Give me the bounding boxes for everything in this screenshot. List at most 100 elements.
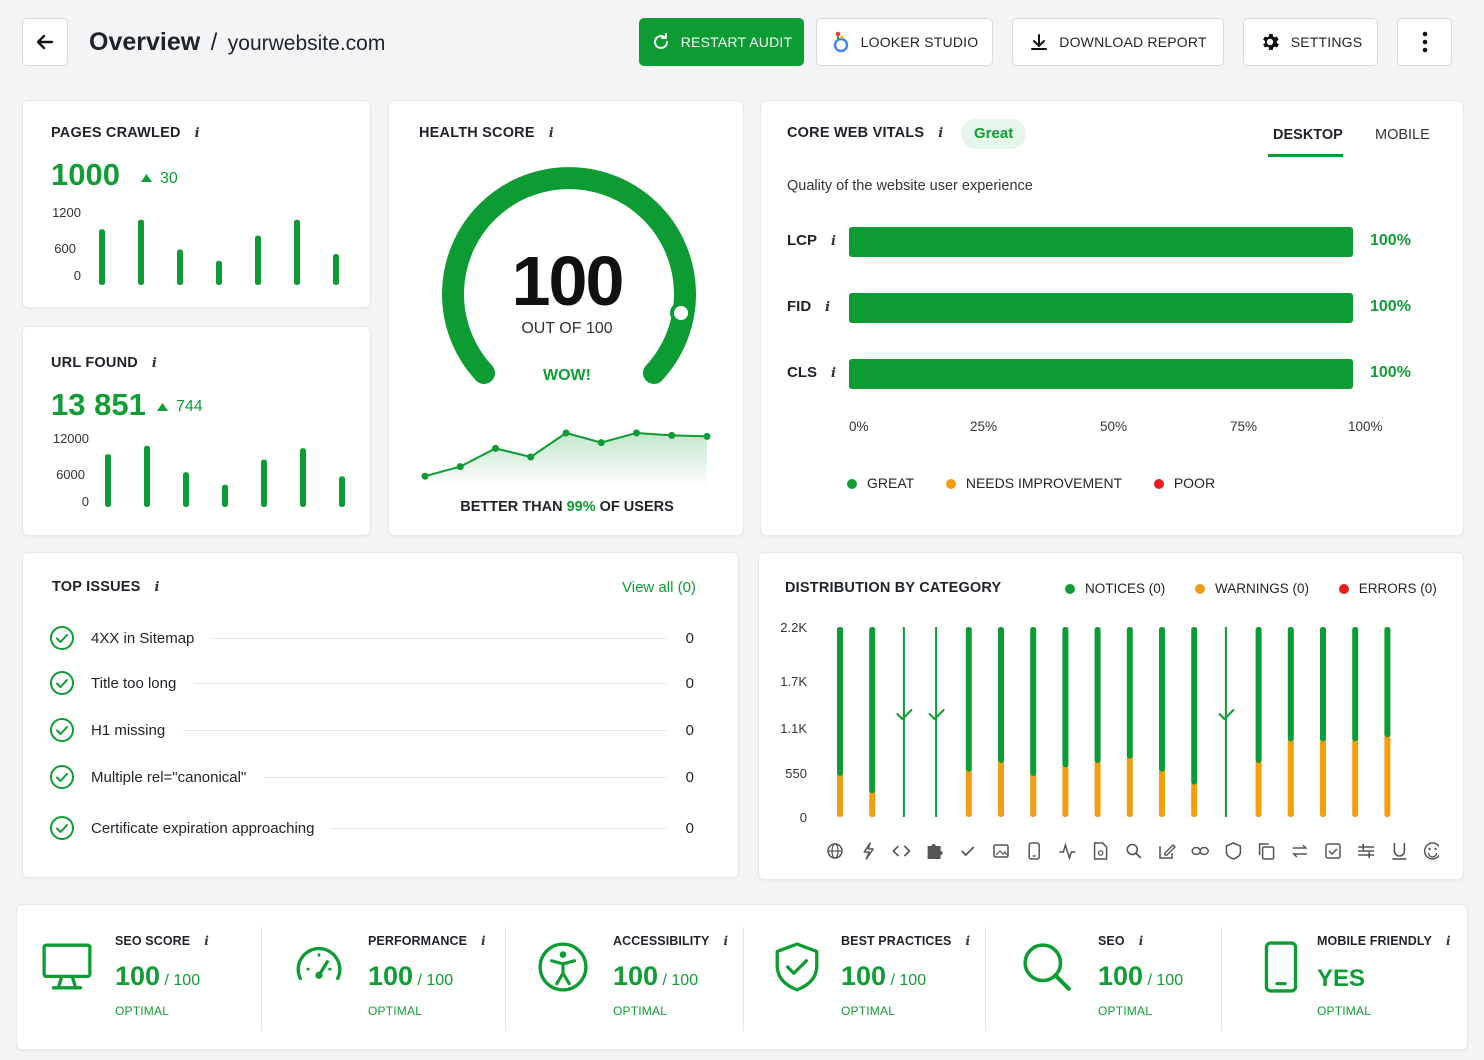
notices-bar (1352, 627, 1359, 742)
metric-best-practices: BEST PRACTICES i 100 / 100 OPTIMAL (17, 905, 1469, 1051)
metric-value: 100 / 100 (115, 961, 201, 991)
chart-bar (183, 472, 189, 507)
issue-row[interactable]: H1 missing 0 (49, 716, 694, 744)
looker-studio-button[interactable]: LOOKER STUDIO (816, 18, 993, 66)
warnings-bar (837, 773, 843, 817)
info-icon[interactable]: i (481, 934, 486, 948)
trend-area (425, 433, 707, 487)
issue-count: 0 (685, 674, 694, 692)
warnings-bar (1255, 760, 1262, 817)
y-axis-label: 12000 (52, 431, 89, 446)
code-icon[interactable] (892, 845, 911, 857)
issue-row[interactable]: Multiple rel="canonical" 0 (49, 763, 694, 791)
notices-bar (1030, 627, 1037, 776)
info-icon[interactable]: i (204, 934, 209, 948)
cwv-title: CORE WEB VITALS i (787, 125, 944, 141)
y-axis-label: 1.1K (780, 721, 807, 736)
restart-audit-button[interactable]: RESTART AUDIT (639, 18, 804, 66)
info-icon[interactable]: i (831, 234, 836, 249)
checkbox-icon[interactable] (1325, 843, 1341, 859)
tab-desktop[interactable]: DESKTOP (1273, 127, 1343, 143)
edit-icon[interactable] (1159, 844, 1176, 859)
cwv-bar (849, 293, 1353, 323)
distribution-card: DISTRIBUTION BY CATEGORY NOTICES (0) WAR… (758, 552, 1464, 880)
metric-status: OPTIMAL (368, 1004, 423, 1018)
tab-mobile[interactable]: MOBILE (1375, 127, 1430, 143)
notices-bar (1255, 627, 1262, 763)
chart-bar (177, 249, 183, 285)
issue-label: Title too long (91, 674, 177, 692)
mobile-icon[interactable] (1028, 842, 1040, 860)
pages-crawled-card: PAGES CRAWLED i 1000 30 1200 600 0 (22, 100, 371, 308)
issue-row[interactable]: Certificate expiration approaching 0 (49, 814, 694, 842)
issue-row[interactable]: 4XX in Sitemap 0 (49, 624, 694, 652)
gauge-handle (670, 302, 692, 324)
warnings-bar (1094, 760, 1101, 817)
back-button[interactable] (22, 18, 68, 66)
issue-row[interactable]: Title too long 0 (49, 669, 694, 697)
copy-icon[interactable] (1258, 843, 1275, 860)
y-axis-label: 600 (54, 241, 76, 256)
top-issues-title: TOP ISSUES i (52, 579, 160, 595)
info-icon[interactable]: i (825, 300, 831, 315)
info-icon[interactable]: i (1445, 934, 1451, 948)
y-axis-label: 0 (81, 494, 89, 509)
settings-button[interactable]: SETTINGS (1243, 18, 1378, 66)
puzzle-icon[interactable] (927, 844, 943, 859)
warnings-bar (1384, 734, 1391, 817)
chart-bar (144, 445, 150, 507)
info-icon[interactable]: i (723, 934, 729, 948)
distribution-legend: NOTICES (0) WARNINGS (0) ERRORS (0) (1065, 581, 1437, 596)
info-icon[interactable]: i (154, 580, 160, 595)
issue-divider (194, 682, 666, 684)
cwv-bar (849, 359, 1353, 389)
phone-icon (1264, 941, 1298, 993)
pages-crawled-title: PAGES CRAWLED i (51, 125, 200, 141)
metric-label: MOBILE FRIENDLY i (1317, 934, 1451, 948)
info-icon[interactable]: i (965, 934, 971, 948)
info-icon[interactable]: i (548, 126, 554, 141)
info-icon[interactable]: i (831, 366, 836, 381)
info-icon[interactable]: i (1138, 934, 1144, 948)
chart-bar (99, 229, 105, 285)
sliders-icon[interactable] (1358, 844, 1375, 858)
metric-value: 100 / 100 (368, 961, 454, 991)
info-icon[interactable]: i (151, 356, 158, 371)
settings-label: SETTINGS (1290, 34, 1363, 50)
triangle-up-icon (141, 174, 152, 182)
download-report-button[interactable]: DOWNLOAD REPORT (1012, 18, 1224, 66)
metric-value: 100 / 100 (613, 961, 699, 991)
pulse-icon[interactable] (1059, 842, 1076, 861)
link-icon[interactable] (1191, 846, 1209, 856)
category-icons (827, 842, 1439, 861)
metric-status: OPTIMAL (1317, 1004, 1372, 1018)
bolt-icon[interactable] (863, 842, 874, 860)
check-icon[interactable] (961, 846, 975, 857)
warnings-bar (1287, 739, 1294, 817)
issue-count: 0 (685, 629, 694, 647)
more-menu-button[interactable] (1397, 18, 1452, 66)
info-icon[interactable]: i (194, 126, 200, 141)
image-icon[interactable] (993, 844, 1009, 858)
cwv-metric-label: LCP i (787, 232, 836, 249)
site-name: yourwebsite.com (227, 32, 386, 55)
shield-icon[interactable] (1225, 842, 1242, 860)
metric-divider (505, 927, 506, 1031)
y-axis-label: 550 (785, 766, 807, 781)
document-icon[interactable] (1093, 842, 1108, 860)
triangle-up-icon (157, 403, 168, 411)
info-icon[interactable]: i (938, 126, 944, 141)
metrics-strip: SEO SCORE i 100 / 100 OPTIMAL PERFORMANCE i 10… (16, 904, 1468, 1050)
url-found-value: 13 851 (51, 387, 146, 422)
magnet-icon[interactable] (1392, 843, 1407, 860)
metric-divider (985, 927, 986, 1031)
search-icon[interactable] (1126, 843, 1142, 859)
smiley-icon[interactable] (1423, 842, 1439, 860)
redirect-icon[interactable] (1291, 844, 1308, 858)
arrow-left-icon (36, 34, 54, 50)
trend-point (456, 463, 464, 471)
view-all-link[interactable]: View all (0) (622, 579, 696, 596)
globe-icon[interactable] (827, 843, 843, 859)
y-axis-label: 1200 (52, 205, 81, 220)
chart-bar (333, 253, 339, 285)
